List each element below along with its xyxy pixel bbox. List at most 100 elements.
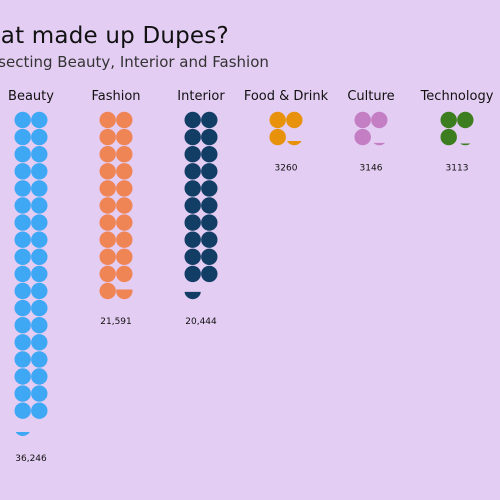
icon-beauty bbox=[14, 368, 31, 385]
icon-food-drink bbox=[269, 128, 286, 146]
category-label-technology: Technology bbox=[420, 89, 494, 104]
icon-beauty bbox=[31, 385, 48, 402]
icon-beauty bbox=[14, 334, 31, 351]
icon-interior bbox=[201, 146, 218, 163]
category-label-beauty: Beauty bbox=[8, 89, 54, 104]
count-label-food-drink: 3260 bbox=[275, 163, 298, 173]
icon-interior bbox=[201, 180, 218, 197]
icon-fashion bbox=[99, 163, 116, 180]
icon-interior bbox=[184, 214, 201, 231]
icon-fashion bbox=[116, 146, 133, 163]
icon-beauty bbox=[14, 163, 31, 180]
icon-culture bbox=[354, 111, 371, 129]
icon-culture bbox=[354, 128, 371, 146]
icon-fashion bbox=[99, 248, 116, 265]
icon-fashion bbox=[116, 265, 133, 283]
icon-interior bbox=[184, 180, 201, 197]
icon-interior bbox=[184, 197, 201, 214]
icon-fashion bbox=[99, 180, 116, 197]
icon-interior bbox=[184, 265, 201, 283]
count-label-technology: 3113 bbox=[446, 163, 469, 173]
icon-beauty bbox=[14, 248, 31, 265]
icon-culture bbox=[371, 111, 388, 129]
icon-interior bbox=[184, 128, 201, 146]
icon-beauty bbox=[31, 299, 48, 317]
icon-beauty bbox=[31, 163, 48, 180]
icon-interior bbox=[184, 248, 201, 265]
icon-beauty bbox=[14, 351, 31, 368]
icon-food-drink bbox=[286, 111, 303, 129]
chart-subtitle: rsecting Beauty, Interior and Fashion bbox=[0, 53, 269, 71]
icon-beauty bbox=[14, 180, 31, 197]
icon-beauty bbox=[31, 368, 48, 385]
icon-beauty bbox=[31, 197, 48, 214]
icon-interior bbox=[201, 163, 218, 180]
icon-interior bbox=[201, 265, 218, 283]
icon-partial-beauty bbox=[15, 431, 30, 436]
icon-partial-culture bbox=[373, 142, 386, 146]
icon-beauty bbox=[14, 282, 31, 300]
icon-beauty bbox=[14, 197, 31, 214]
icon-partial-food-drink bbox=[287, 141, 302, 146]
icon-interior bbox=[201, 248, 218, 265]
icon-technology bbox=[440, 128, 457, 146]
icon-interior bbox=[184, 163, 201, 180]
icon-beauty bbox=[31, 265, 48, 283]
icon-fashion bbox=[99, 265, 116, 283]
icon-fashion bbox=[116, 248, 133, 265]
count-label-culture: 3146 bbox=[360, 163, 383, 173]
icon-beauty bbox=[14, 385, 31, 402]
icon-food-drink bbox=[269, 111, 286, 129]
icon-beauty bbox=[14, 265, 31, 283]
chart-title: hat made up Dupes? bbox=[0, 23, 229, 49]
icon-beauty bbox=[14, 146, 31, 163]
icon-beauty bbox=[31, 351, 48, 368]
icon-beauty bbox=[31, 128, 48, 146]
icon-technology bbox=[457, 111, 474, 129]
icon-beauty bbox=[14, 214, 31, 231]
icon-interior bbox=[201, 214, 218, 231]
icon-fashion bbox=[116, 197, 133, 214]
icon-fashion bbox=[116, 128, 133, 146]
icon-fashion bbox=[116, 111, 133, 129]
icon-beauty bbox=[14, 128, 31, 146]
icon-fashion bbox=[99, 146, 116, 163]
icon-beauty bbox=[31, 402, 48, 419]
icon-fashion bbox=[99, 282, 116, 300]
icon-beauty bbox=[31, 317, 48, 334]
icon-interior bbox=[184, 111, 201, 129]
icon-partial-interior bbox=[184, 291, 201, 300]
icon-interior bbox=[201, 128, 218, 146]
count-label-fashion: 21,591 bbox=[100, 317, 132, 327]
icon-interior bbox=[184, 146, 201, 163]
icon-partial-technology bbox=[460, 143, 471, 146]
icon-technology bbox=[440, 111, 457, 129]
category-label-interior: Interior bbox=[177, 89, 225, 104]
icon-beauty bbox=[31, 146, 48, 163]
icon-fashion bbox=[99, 214, 116, 231]
icon-beauty bbox=[31, 231, 48, 248]
icon-beauty bbox=[31, 282, 48, 300]
icon-fashion bbox=[99, 128, 116, 146]
icon-beauty bbox=[14, 299, 31, 317]
icon-beauty bbox=[31, 248, 48, 265]
icon-fashion bbox=[99, 197, 116, 214]
icon-fashion bbox=[99, 231, 116, 248]
icon-beauty bbox=[31, 334, 48, 351]
category-label-food-drink: Food & Drink bbox=[244, 89, 329, 104]
icon-interior bbox=[201, 111, 218, 129]
icon-interior bbox=[184, 231, 201, 248]
icon-beauty bbox=[14, 317, 31, 334]
category-label-culture: Culture bbox=[347, 89, 394, 104]
category-label-fashion: Fashion bbox=[91, 89, 140, 104]
icon-fashion bbox=[116, 231, 133, 248]
icon-beauty bbox=[31, 111, 48, 129]
icon-fashion bbox=[116, 180, 133, 197]
icon-beauty bbox=[31, 180, 48, 197]
icon-fashion bbox=[116, 163, 133, 180]
icon-fashion bbox=[99, 111, 116, 129]
icon-interior bbox=[201, 231, 218, 248]
icon-beauty bbox=[14, 111, 31, 129]
icon-beauty bbox=[14, 231, 31, 248]
